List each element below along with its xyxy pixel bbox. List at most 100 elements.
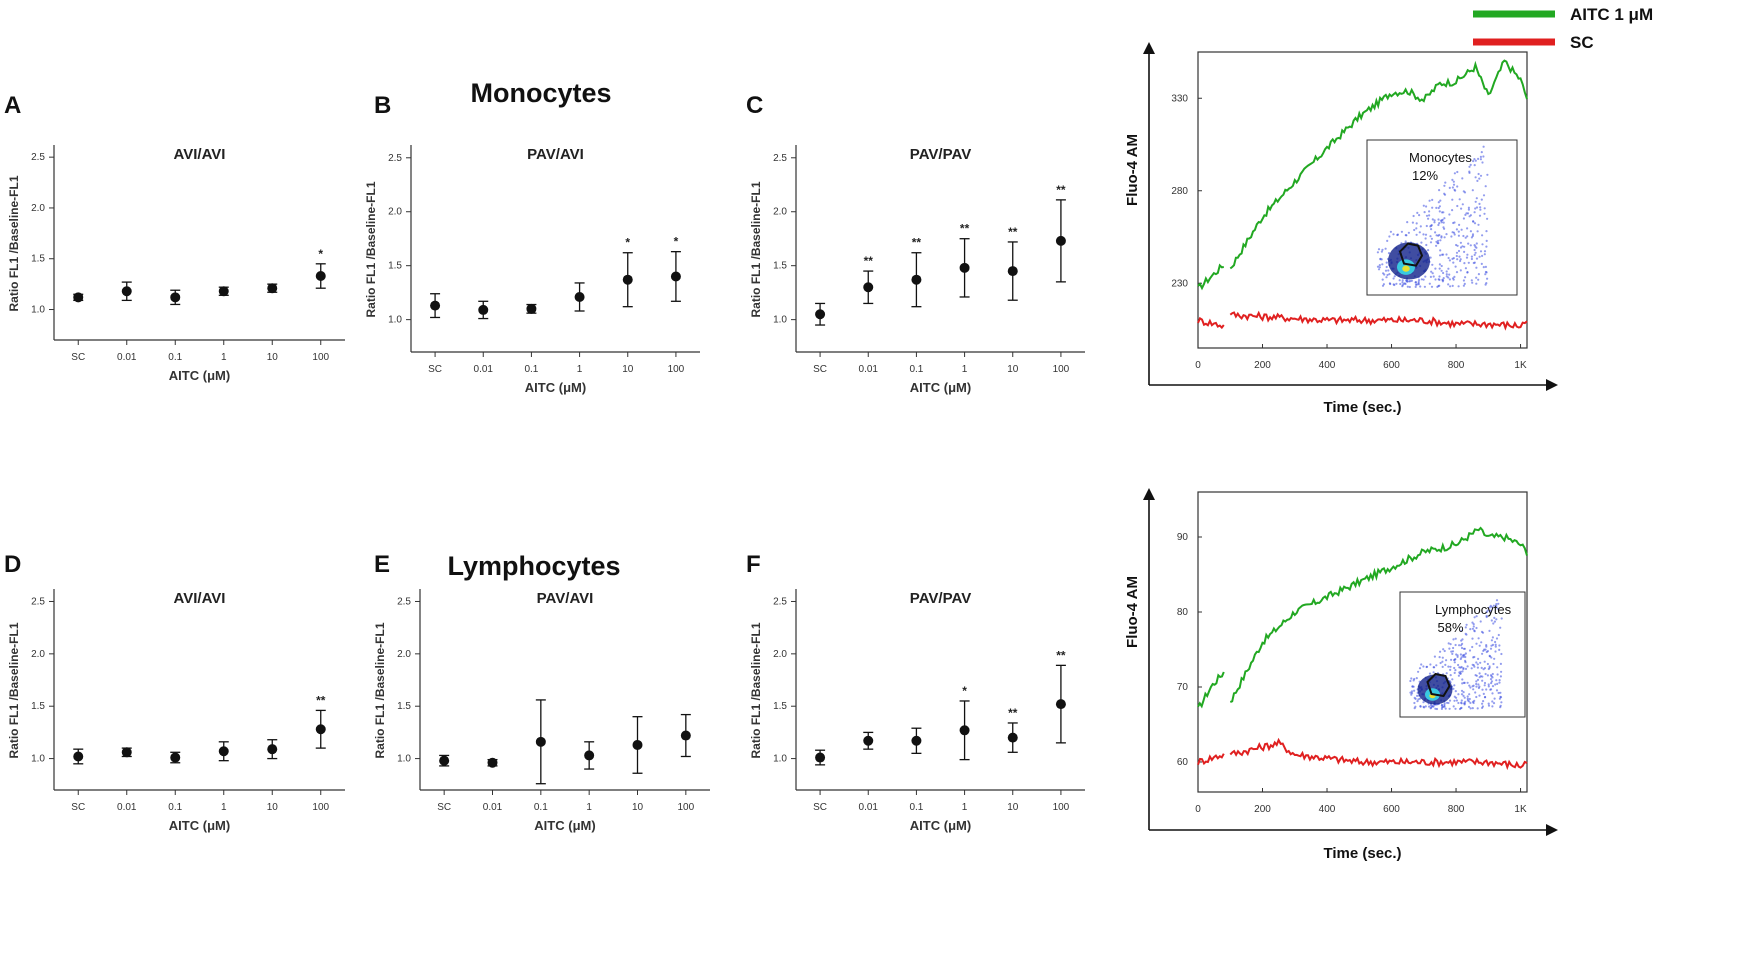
- inset-dot: [1485, 271, 1488, 274]
- inset-dot: [1445, 672, 1448, 675]
- inset-dot: [1460, 665, 1463, 669]
- inset-population-label: Monocytes: [1409, 150, 1472, 165]
- data-point: [1055, 235, 1066, 246]
- inset-dot: [1451, 678, 1454, 681]
- inset-dot: [1452, 638, 1455, 641]
- inset-dot: [1415, 227, 1418, 230]
- data-point: [574, 291, 585, 302]
- inset-dot: [1440, 264, 1443, 268]
- inset-dot: [1420, 663, 1423, 666]
- data-point: [439, 755, 450, 766]
- inset-dot: [1425, 243, 1428, 247]
- inset-dot: [1467, 705, 1471, 709]
- inset-dot: [1489, 674, 1493, 677]
- inset-dot: [1475, 695, 1478, 699]
- significance-marker: *: [318, 247, 323, 261]
- inset-dot: [1452, 705, 1455, 708]
- inset-dot: [1467, 208, 1470, 211]
- inset-dot: [1483, 250, 1487, 253]
- inset-dot: [1448, 278, 1451, 281]
- inset-dot: [1486, 650, 1489, 653]
- inset-dot: [1492, 662, 1495, 666]
- inset-dot: [1494, 640, 1497, 644]
- inset-dot: [1461, 177, 1464, 180]
- inset-dot: [1490, 680, 1493, 683]
- data-point: [526, 303, 537, 314]
- inset-dot: [1423, 285, 1426, 288]
- x-tick-label: 0.1: [534, 802, 548, 813]
- inset-dot: [1430, 228, 1433, 231]
- inset-dot: [1492, 604, 1495, 607]
- inset-dot: [1385, 265, 1388, 269]
- y-tick-label: 70: [1177, 682, 1189, 693]
- inset-dot: [1476, 663, 1479, 666]
- inset-dot: [1428, 282, 1431, 285]
- inset-dot: [1478, 694, 1481, 697]
- inset-dot: [1410, 677, 1413, 680]
- inset-dot: [1447, 642, 1450, 645]
- inset-dot: [1472, 625, 1475, 628]
- inset-dot: [1484, 185, 1487, 188]
- inset-dot: [1401, 281, 1404, 284]
- series-line-sc: [1197, 310, 1528, 331]
- inset-dot: [1463, 245, 1466, 248]
- y-tick-label: 1.0: [388, 315, 402, 326]
- significance-marker: *: [674, 235, 679, 249]
- significance-marker: **: [960, 222, 970, 236]
- x-tick-label: SC: [437, 802, 451, 813]
- inset-dot: [1439, 650, 1442, 653]
- x-tick-label: 0.1: [909, 364, 923, 375]
- data-point: [267, 744, 278, 755]
- inset-dot: [1488, 606, 1491, 609]
- inset-dot: [1460, 629, 1463, 632]
- inset-dot: [1486, 173, 1489, 176]
- inset-dot: [1429, 241, 1433, 244]
- inset-dot: [1416, 211, 1419, 214]
- inset-dot: [1471, 281, 1474, 284]
- x-tick-label: 100: [1053, 802, 1070, 813]
- inset-dot: [1464, 276, 1467, 279]
- inset-dot: [1450, 650, 1453, 653]
- y-tick-label: 1.0: [397, 754, 411, 765]
- x-tick-label: 1K: [1514, 804, 1527, 815]
- inset-dot: [1467, 206, 1470, 209]
- inset-dot: [1477, 223, 1480, 226]
- inset-dot: [1448, 647, 1451, 650]
- panel-d: D AVI/AVI 1.0 1.5 2.0 2.5 Ratio FL1 /Baseline-…: [4, 551, 345, 833]
- inset-dot: [1445, 659, 1448, 662]
- x-tick-label: 0.01: [483, 802, 503, 813]
- x-tick-label: 100: [312, 802, 329, 813]
- inset-dot: [1401, 279, 1404, 282]
- y-axis-label: Fluo-4 AM: [1124, 576, 1141, 648]
- inset-dot: [1471, 627, 1474, 630]
- inset-dot: [1470, 257, 1473, 261]
- y-axis-label: Ratio FL1 /Baseline-FL1: [749, 181, 763, 317]
- x-tick-label: 0.01: [474, 364, 494, 375]
- inset-dot: [1494, 650, 1497, 653]
- inset-dot: [1497, 602, 1500, 605]
- x-axis-label: Time (sec.): [1323, 399, 1401, 416]
- inset-dot: [1471, 707, 1474, 710]
- inset-dot: [1431, 218, 1434, 221]
- inset-dot: [1377, 268, 1381, 271]
- inset-dot: [1380, 250, 1383, 253]
- section-title-lymphocytes: Lymphocytes: [447, 551, 620, 581]
- inset-dot: [1448, 259, 1451, 262]
- inset-dot: [1475, 680, 1478, 683]
- y-tick-label: 2.0: [388, 207, 402, 218]
- inset-dot: [1462, 279, 1465, 282]
- inset-dot: [1477, 273, 1480, 276]
- data-point: [680, 730, 691, 741]
- inset-dot: [1475, 197, 1478, 200]
- inset-dot: [1490, 606, 1494, 609]
- significance-marker: **: [1056, 648, 1066, 662]
- inset-dot: [1454, 643, 1457, 647]
- data-point: [170, 292, 181, 303]
- inset-dot: [1475, 682, 1478, 686]
- inset-dot: [1407, 231, 1410, 234]
- panel-title: PAV/PAV: [910, 146, 971, 163]
- inset-dot: [1491, 685, 1495, 688]
- inset-dot: [1473, 222, 1477, 225]
- data-point: [1007, 732, 1018, 743]
- inset-dot: [1457, 285, 1460, 288]
